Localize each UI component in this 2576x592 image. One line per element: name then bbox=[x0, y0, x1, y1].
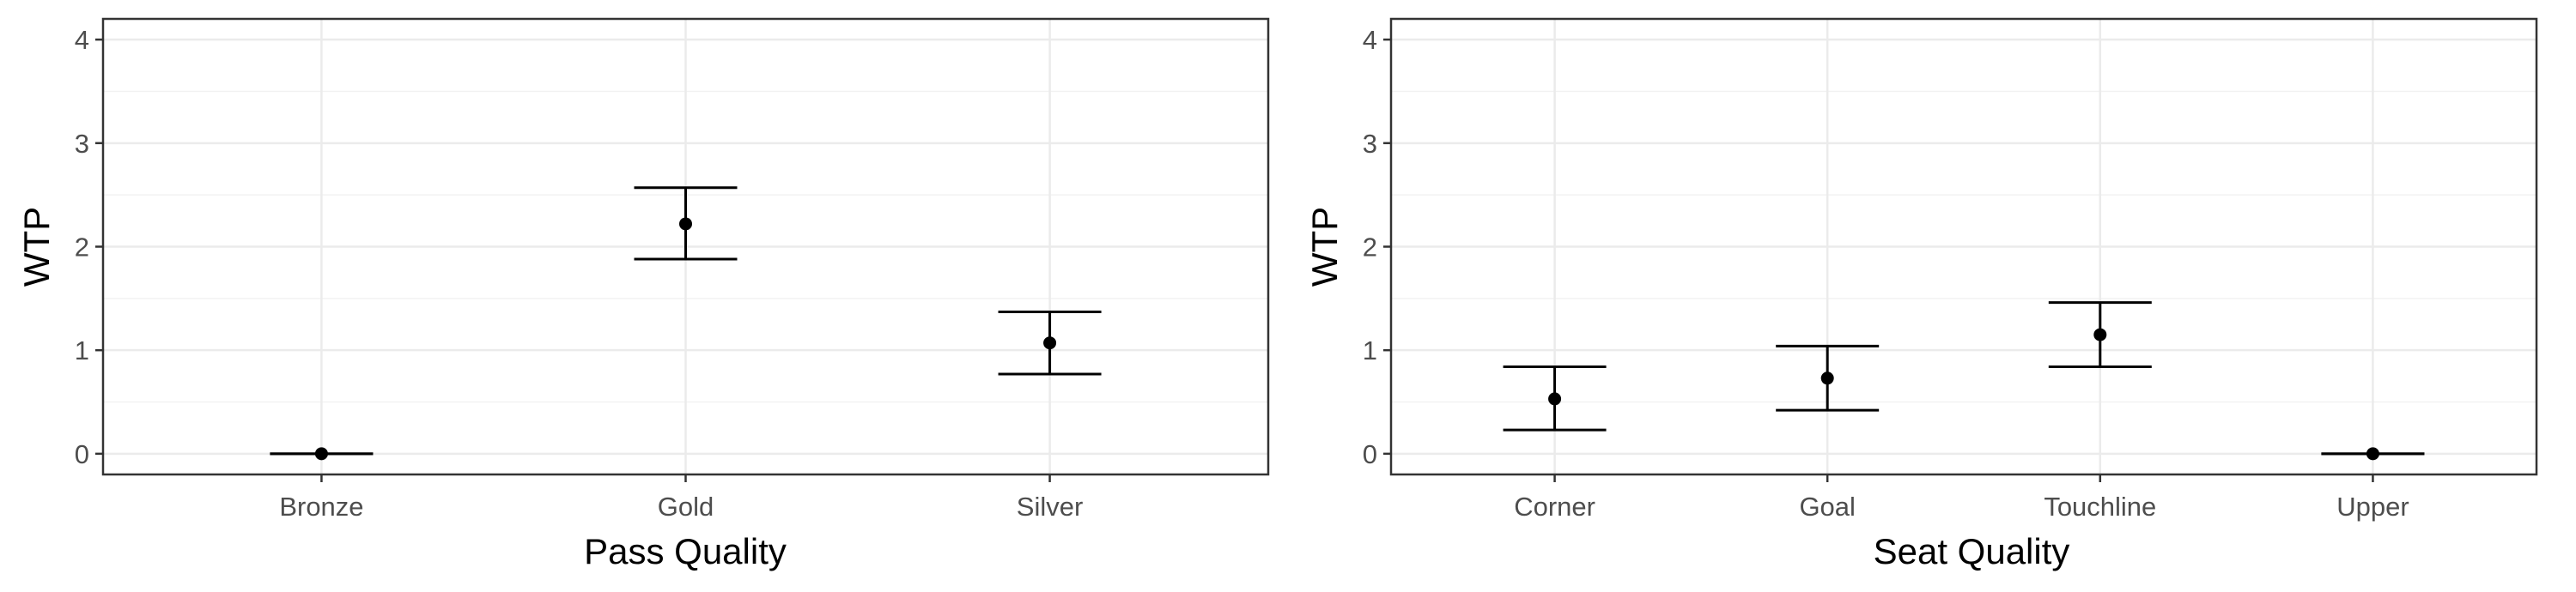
x-axis-title: Pass Quality bbox=[584, 531, 787, 571]
data-point bbox=[1820, 372, 1834, 385]
seat-quality-panel: 0 1 2 3 4 Corner Goal Touchline Upper Seat Qualit… bbox=[1304, 17, 2538, 571]
y-tick-label: 4 bbox=[75, 25, 89, 55]
x-tick-label: Goal bbox=[1799, 492, 1855, 522]
y-tick-label: 2 bbox=[75, 233, 89, 263]
pass-quality-panel: 0 1 2 3 4 Bronze Gold Silver Pass Quality WTP bbox=[16, 17, 1270, 571]
y-tick-label: 3 bbox=[1363, 129, 1377, 159]
x-tick-label: Gold bbox=[658, 492, 714, 522]
y-axis-title: WTP bbox=[16, 207, 57, 287]
data-point bbox=[1548, 392, 1562, 406]
data-point bbox=[1043, 336, 1057, 350]
x-tick-label: Corner bbox=[1514, 492, 1595, 522]
x-tick-label: Silver bbox=[1017, 492, 1084, 522]
data-point bbox=[314, 447, 328, 461]
data-point bbox=[679, 217, 692, 231]
y-tick-label: 0 bbox=[75, 439, 89, 469]
y-tick-label: 4 bbox=[1363, 25, 1377, 55]
y-tick-label: 3 bbox=[75, 129, 89, 159]
x-tick-label: Upper bbox=[2336, 492, 2409, 522]
x-tick-label: Bronze bbox=[279, 492, 363, 522]
y-tick-label: 1 bbox=[75, 335, 89, 365]
x-tick-label: Touchline bbox=[2044, 492, 2156, 522]
data-point bbox=[2366, 447, 2379, 461]
y-tick-label: 1 bbox=[1363, 335, 1377, 365]
y-tick-label: 2 bbox=[1363, 233, 1377, 263]
x-axis-title: Seat Quality bbox=[1874, 531, 2070, 571]
data-point bbox=[2093, 328, 2107, 341]
y-tick-label: 0 bbox=[1363, 439, 1377, 469]
y-axis-title: WTP bbox=[1304, 207, 1345, 287]
